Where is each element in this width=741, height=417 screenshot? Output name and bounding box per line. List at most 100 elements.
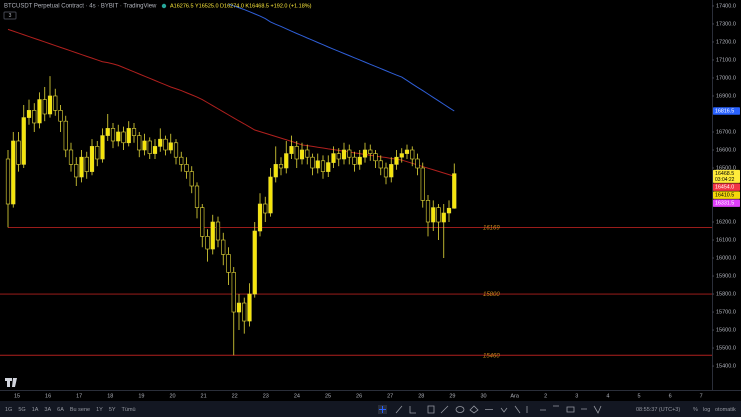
candle-body bbox=[289, 146, 294, 154]
candle-body bbox=[425, 200, 431, 223]
y-tick-label: 15600.0 bbox=[716, 327, 736, 333]
candle-body bbox=[131, 128, 137, 136]
x-tick-label: 29 bbox=[449, 393, 455, 399]
candle-body bbox=[194, 185, 200, 208]
candle-body bbox=[47, 95, 53, 115]
percent-toggle[interactable]: % bbox=[693, 407, 698, 413]
x-tick-label: 7 bbox=[700, 393, 703, 399]
candle-body bbox=[231, 272, 236, 313]
candle-body bbox=[158, 138, 163, 147]
price-tag-label: 16816.5 bbox=[715, 109, 734, 115]
range-button[interactable]: 1G bbox=[5, 407, 12, 413]
candle-body bbox=[247, 293, 252, 322]
candle-body bbox=[221, 239, 226, 255]
candle-body bbox=[252, 230, 257, 295]
candle-body bbox=[16, 140, 21, 165]
y-tick-label: 15800.0 bbox=[716, 291, 736, 297]
price-tag-label: 16468.5 bbox=[715, 171, 734, 177]
price-level-label: 15460 bbox=[483, 353, 500, 359]
candle-body bbox=[95, 146, 100, 160]
candle-body bbox=[273, 164, 278, 178]
candle-body bbox=[168, 142, 173, 151]
x-tick-label: 27 bbox=[387, 393, 393, 399]
candle-body bbox=[331, 153, 336, 163]
x-tick-label: 3 bbox=[575, 393, 578, 399]
auto-toggle[interactable]: otomatik bbox=[715, 407, 736, 413]
candle-body bbox=[126, 128, 131, 144]
candle-body bbox=[415, 158, 420, 169]
x-tick-label: 18 bbox=[107, 393, 113, 399]
x-tick-label: 30 bbox=[480, 393, 486, 399]
plot-area: 16169 15800 15460 bbox=[0, 3, 712, 359]
range-button[interactable]: 1A bbox=[32, 407, 39, 413]
candle-body bbox=[294, 146, 299, 160]
candle-body bbox=[74, 164, 79, 178]
candle-body bbox=[352, 156, 357, 165]
candle-body bbox=[410, 149, 415, 160]
y-tick-label: 15700.0 bbox=[716, 309, 736, 315]
y-tick-label: 17100.0 bbox=[716, 57, 736, 63]
market-status bbox=[161, 3, 167, 9]
candle-body bbox=[121, 131, 126, 144]
candle-body bbox=[142, 140, 147, 151]
candle-body bbox=[173, 142, 179, 158]
candle-body bbox=[299, 149, 305, 160]
candle-body bbox=[378, 160, 383, 169]
candle-body bbox=[362, 149, 368, 158]
x-tick-label: 20 bbox=[169, 393, 175, 399]
tool-icons bbox=[395, 405, 602, 414]
candle-body bbox=[284, 153, 289, 169]
x-tick-label: 5 bbox=[637, 393, 640, 399]
x-tick-label: 28 bbox=[418, 393, 424, 399]
price-level-label: 16169 bbox=[483, 226, 500, 232]
x-tick-label: 15 bbox=[14, 393, 20, 399]
moving-average bbox=[228, 3, 455, 112]
candle-body bbox=[383, 167, 389, 178]
candle-body bbox=[446, 207, 452, 214]
drawing-tools bbox=[378, 405, 602, 414]
price-tag bbox=[713, 107, 740, 115]
y-tick-label: 16000.0 bbox=[716, 255, 736, 261]
candle-body bbox=[68, 149, 74, 165]
range-button[interactable]: Tümü bbox=[122, 407, 136, 413]
candle-body bbox=[305, 149, 310, 158]
range-button[interactable]: 1Y bbox=[96, 407, 103, 413]
candle-body bbox=[347, 149, 352, 158]
x-tick-label: 17 bbox=[76, 393, 82, 399]
candle-body bbox=[320, 160, 326, 172]
range-button[interactable]: 5G bbox=[18, 407, 25, 413]
y-tick-label: 17000.0 bbox=[716, 75, 736, 81]
candle-body bbox=[268, 176, 273, 214]
candle-body bbox=[310, 156, 315, 169]
x-tick-label: 24 bbox=[294, 393, 300, 399]
x-tick-label: 2 bbox=[544, 393, 547, 399]
candle-body bbox=[263, 203, 268, 214]
range-button[interactable]: 5Y bbox=[109, 407, 116, 413]
candle-body bbox=[368, 149, 373, 154]
range-button[interactable]: 6A bbox=[57, 407, 64, 413]
candle-body bbox=[205, 236, 210, 250]
y-tick-label: 16100.0 bbox=[716, 237, 736, 243]
candle-body bbox=[58, 110, 63, 122]
candle-body bbox=[441, 212, 446, 223]
symbol-title: BTCUSDT Perpetual Contract · 4s · BYBIT … bbox=[4, 4, 157, 10]
y-tick-label: 15900.0 bbox=[716, 273, 736, 279]
y-tick-label: 16500.0 bbox=[716, 165, 736, 171]
candle-body bbox=[357, 156, 362, 165]
candle-body bbox=[11, 140, 16, 205]
price-level-label: 15800 bbox=[483, 292, 500, 298]
range-button[interactable]: Bu sene bbox=[70, 407, 90, 413]
candle-body bbox=[200, 207, 205, 237]
log-toggle[interactable]: log bbox=[703, 407, 710, 413]
candle-body bbox=[89, 146, 95, 172]
y-tick-label: 15400.0 bbox=[716, 364, 736, 370]
candle-body bbox=[84, 156, 89, 172]
candle-body bbox=[315, 160, 320, 169]
range-button[interactable]: 3A bbox=[44, 407, 51, 413]
indicator-toggle[interactable] bbox=[3, 11, 17, 20]
y-tick-label: 17200.0 bbox=[716, 39, 736, 45]
candle-body bbox=[105, 128, 110, 136]
y-tick-label: 17300.0 bbox=[716, 21, 736, 27]
moving-average bbox=[7, 28, 455, 177]
